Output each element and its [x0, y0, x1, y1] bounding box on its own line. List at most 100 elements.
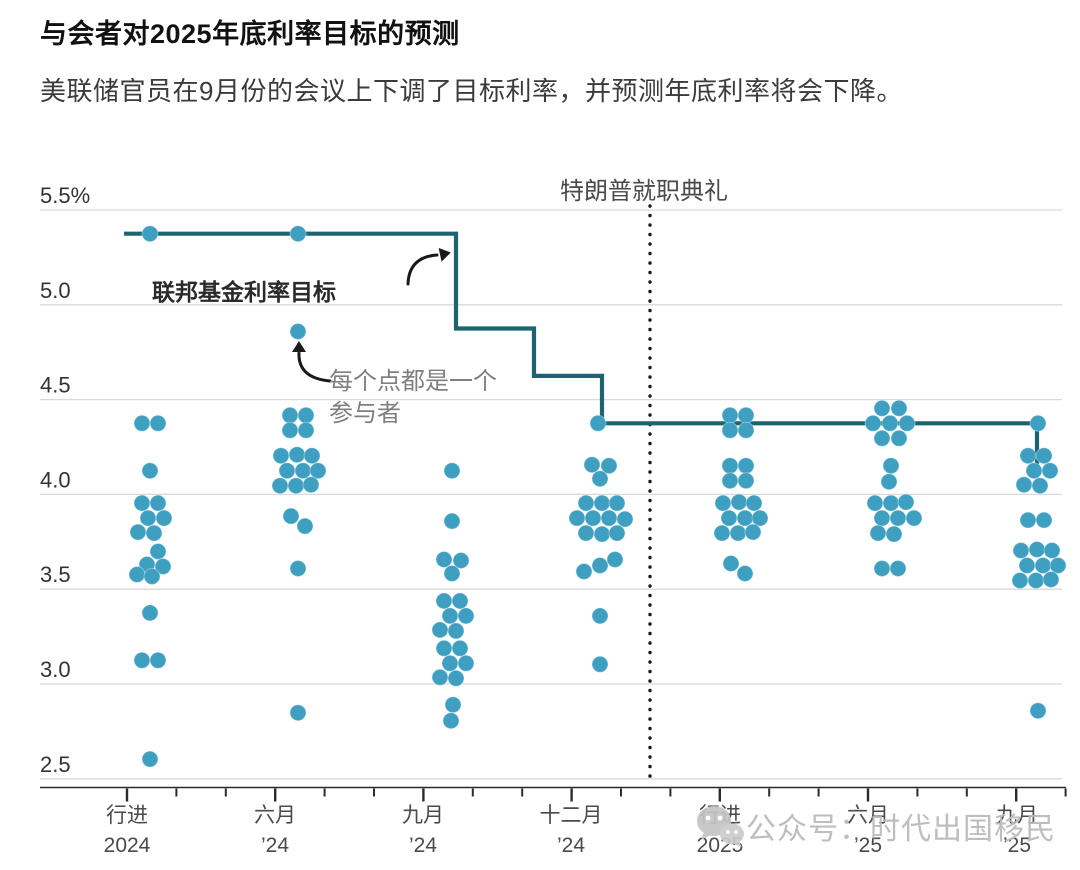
projection-dot	[737, 472, 755, 490]
projection-dot	[897, 493, 915, 511]
x-axis-label-month: 九月	[402, 804, 444, 827]
y-axis-tick-label: 5.0	[40, 278, 71, 303]
projection-dot	[1028, 541, 1046, 558]
projection-dot	[155, 509, 173, 527]
projection-dot	[584, 509, 602, 527]
projection-dot	[143, 568, 161, 585]
dot-note-arrow	[292, 341, 332, 383]
projection-dot	[447, 669, 465, 687]
projection-dot	[272, 447, 290, 465]
projection-dot	[302, 476, 320, 494]
y-axis-labels: 5.5% 5.0 4.5 4.0 3.5 3.0 2.5	[40, 183, 90, 777]
projection-dot	[1031, 477, 1049, 495]
projection-dot	[154, 558, 172, 575]
projection-dot	[145, 524, 163, 542]
projection-dot	[591, 655, 609, 673]
projection-dot	[864, 414, 882, 432]
projection-dot	[149, 414, 167, 432]
projection-dot	[457, 654, 475, 672]
projection-dot	[443, 462, 461, 480]
projection-dot	[1018, 557, 1036, 574]
projection-dot	[141, 750, 159, 768]
projection-dot	[591, 470, 609, 488]
projection-dot	[577, 494, 595, 512]
x-axis-label-year: ’24	[261, 834, 289, 857]
projection-dot	[873, 399, 891, 417]
x-axis-label-month: 九月	[996, 804, 1038, 827]
x-axis-label-month: 六月	[847, 804, 889, 827]
projection-dot	[873, 509, 891, 527]
x-axis-label-month: 行进	[106, 804, 148, 827]
projection-dot	[128, 566, 146, 583]
projection-dot	[606, 551, 624, 568]
projection-dot	[869, 524, 887, 542]
y-axis-tick-label: 3.0	[40, 657, 71, 682]
projection-dot	[737, 421, 755, 439]
projection-dot	[880, 473, 898, 491]
dot-note-line1: 每个点都是一个	[329, 368, 497, 395]
projection-dot	[905, 509, 923, 527]
projection-dot	[589, 414, 607, 432]
dot-note-line2: 参与者	[329, 400, 401, 427]
projection-dot	[435, 592, 453, 610]
projection-dot	[882, 494, 900, 512]
projection-dot	[745, 494, 763, 512]
projection-dot	[288, 446, 306, 464]
projection-dot	[890, 429, 908, 447]
projection-dot	[1035, 511, 1053, 529]
x-axis-label-year: ’24	[409, 834, 437, 857]
y-axis-tick-label: 4.5	[40, 373, 71, 398]
projection-dot	[882, 457, 900, 475]
projection-dot	[451, 639, 469, 657]
gridlines	[40, 209, 1062, 780]
projection-dot	[149, 543, 167, 560]
projection-dot	[1029, 414, 1047, 432]
projection-dot	[898, 414, 916, 432]
projection-dot	[271, 477, 289, 495]
projection-dot	[441, 607, 459, 625]
projection-dot	[713, 524, 731, 542]
projection-dot	[281, 421, 299, 439]
event-line-label: 特朗普就职典礼	[560, 178, 728, 205]
projection-dot	[583, 456, 601, 474]
projection-dot	[281, 406, 299, 424]
x-axis-label-year: ’25	[854, 834, 882, 857]
projection-dot	[431, 668, 449, 686]
projection-dot	[1034, 557, 1052, 574]
projection-dot	[278, 462, 296, 480]
projection-dot	[435, 551, 453, 568]
projection-dot	[890, 399, 908, 417]
x-axis-label-year: ’25	[1003, 834, 1031, 857]
x-axis-label-year: 2024	[104, 834, 151, 857]
policy-label-arrow	[406, 247, 451, 286]
chart-subtitle: 美联储官员在9月份的会议上下调了目标利率，并预测年底利率将会下降。	[40, 76, 903, 106]
projection-dot	[141, 225, 159, 243]
projection-dot	[133, 651, 151, 669]
projection-dot	[591, 607, 609, 625]
x-axis	[40, 786, 1067, 802]
projection-dot	[1012, 542, 1030, 559]
projection-dot	[737, 406, 755, 424]
projection-dot	[885, 525, 903, 543]
projection-dot	[593, 525, 611, 543]
projection-dot	[133, 494, 151, 512]
y-axis-tick-label: 3.5	[40, 562, 71, 587]
projection-dot	[1025, 462, 1043, 480]
projection-dot	[441, 654, 459, 672]
projection-dot	[889, 509, 907, 527]
projection-dot	[447, 622, 465, 640]
projection-dots	[128, 225, 1067, 768]
projection-dot	[881, 414, 899, 432]
projection-dot	[442, 712, 460, 730]
y-axis-tick-label: 4.0	[40, 467, 71, 492]
projection-dot	[889, 560, 907, 577]
projection-dot	[1027, 572, 1045, 589]
projection-dot	[141, 604, 159, 622]
x-axis-label-month: 行进	[699, 804, 741, 827]
projection-dot	[451, 592, 469, 610]
projection-dot	[435, 639, 453, 657]
projection-dot	[289, 704, 307, 722]
projection-dot	[431, 621, 449, 639]
projection-dot	[866, 494, 884, 512]
